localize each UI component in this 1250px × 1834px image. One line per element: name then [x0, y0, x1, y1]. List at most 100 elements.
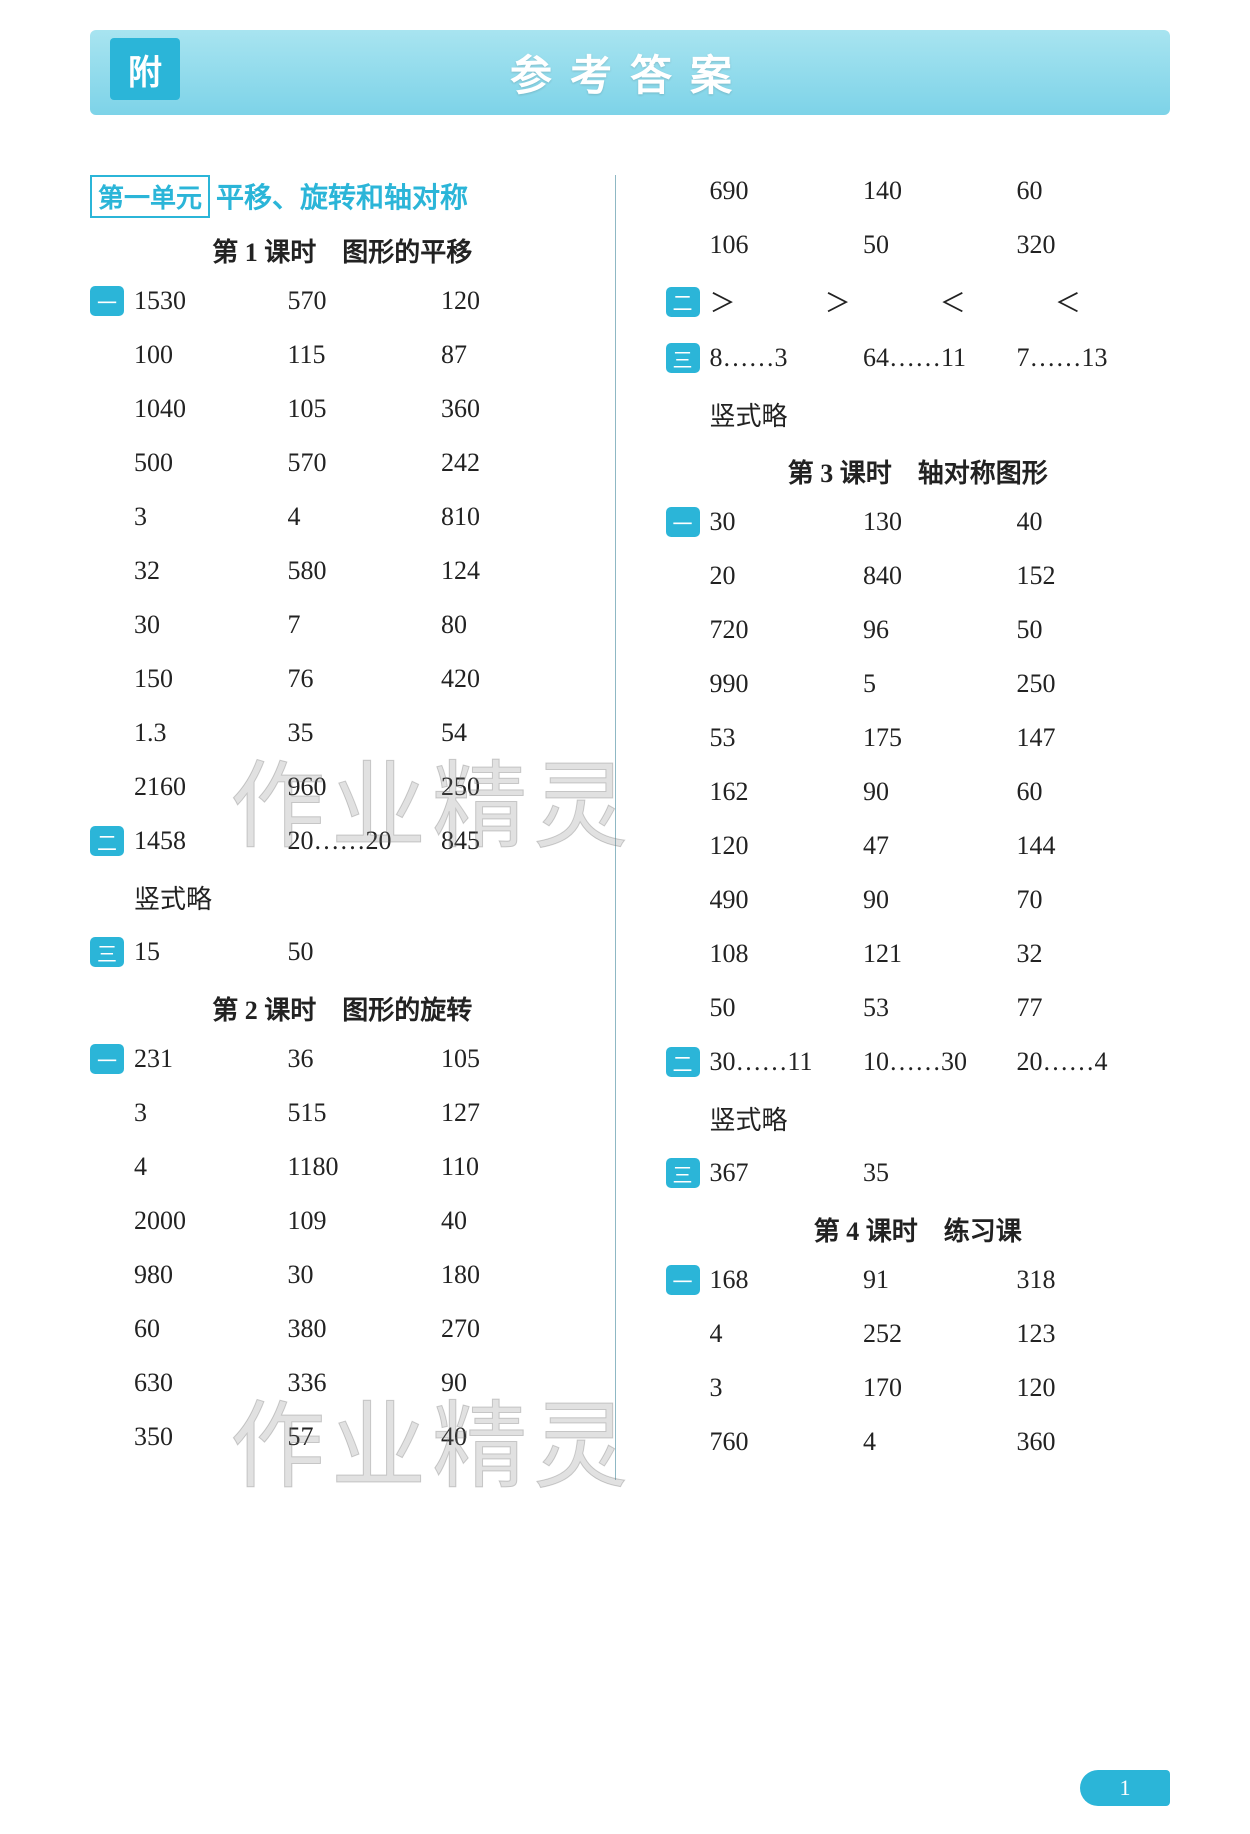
- cell: 53: [710, 723, 864, 753]
- cell: 105: [288, 394, 442, 424]
- table-row: 1.33554: [134, 717, 595, 749]
- badge-1: 一: [90, 286, 124, 316]
- cell: 96: [863, 615, 1017, 645]
- cell: 3: [134, 1098, 288, 1128]
- cell: 980: [134, 1260, 288, 1290]
- cell: 810: [441, 502, 595, 532]
- table-row: 1040105360: [134, 393, 595, 425]
- table-row: 一 1530 570 120: [90, 285, 595, 317]
- cell: 4: [710, 1319, 864, 1349]
- cell: 250: [1017, 669, 1171, 699]
- cell: 30: [134, 610, 288, 640]
- left-column: 第一单元平移、旋转和轴对称 第 1 课时 图形的平移 一 1530 570 12…: [90, 175, 616, 1480]
- cell: 130: [863, 507, 1017, 537]
- cell: 80: [441, 610, 595, 640]
- table-row: 20840152: [710, 560, 1171, 592]
- table-row: 三 15 50: [90, 936, 595, 968]
- table-row: 一 231 36 105: [90, 1043, 595, 1075]
- table-row: 二 1458 20……20 845: [90, 825, 595, 857]
- cell: 40: [441, 1422, 595, 1452]
- cell: 30: [710, 507, 864, 537]
- cell: 60: [1017, 176, 1171, 206]
- table-row: 3170120: [710, 1372, 1171, 1404]
- cell: 515: [288, 1098, 442, 1128]
- lesson4-title: 第 4 课时 练习课: [666, 1211, 1171, 1248]
- table-row: 63033690: [134, 1367, 595, 1399]
- cell: 170: [863, 1373, 1017, 1403]
- cell: 1040: [134, 394, 288, 424]
- page-number: 1: [1080, 1770, 1170, 1806]
- cell: 150: [134, 664, 288, 694]
- cell: 60: [134, 1314, 288, 1344]
- badge-3: 三: [666, 343, 700, 373]
- cell: 32: [1017, 939, 1171, 969]
- table-row: 一 30 130 40: [666, 506, 1171, 538]
- table-row: 3515127: [134, 1097, 595, 1129]
- cell: 990: [710, 669, 864, 699]
- cell: 350: [134, 1422, 288, 1452]
- cell: 120: [1017, 1373, 1171, 1403]
- cell: 15: [134, 937, 288, 967]
- cell: 144: [1017, 831, 1171, 861]
- cell: 50: [710, 993, 864, 1023]
- table-row: 一 168 91 318: [666, 1264, 1171, 1296]
- cell: 250: [441, 772, 595, 802]
- note-text: 竖式略: [710, 1100, 1171, 1137]
- cell: 360: [441, 394, 595, 424]
- cell: 120: [441, 286, 595, 316]
- cell: 87: [441, 340, 595, 370]
- cell: 4: [288, 502, 442, 532]
- table-row: 2160960250: [134, 771, 595, 803]
- table-row: 34810: [134, 501, 595, 533]
- cell: 3: [134, 502, 288, 532]
- cell: 20……4: [1017, 1047, 1171, 1077]
- cell: 845: [441, 826, 595, 856]
- badge-3: 三: [90, 937, 124, 967]
- cell: 47: [863, 831, 1017, 861]
- cell: 336: [288, 1368, 442, 1398]
- cell: 360: [1017, 1427, 1171, 1457]
- right-column: 6901406010650320 二 ＞ ＞ ＜ ＜ 三 8……3 64……11…: [666, 175, 1171, 1480]
- cell: 840: [863, 561, 1017, 591]
- cell: 8……3: [710, 343, 864, 373]
- cell: 252: [863, 1319, 1017, 1349]
- cell: 140: [863, 176, 1017, 206]
- cell: 106: [710, 230, 864, 260]
- badge-1: 一: [666, 507, 700, 537]
- badge-1: 一: [90, 1044, 124, 1074]
- cell: 500: [134, 448, 288, 478]
- table-row: 4909070: [710, 884, 1171, 916]
- table-row: 10011587: [134, 339, 595, 371]
- appendix-badge: 附: [110, 38, 180, 100]
- unit-rest: 平移、旋转和轴对称: [216, 183, 468, 214]
- cell: 20: [710, 561, 864, 591]
- badge-1: 一: [666, 1265, 700, 1295]
- table-row: 69014060: [710, 175, 1171, 207]
- cell: 50: [1017, 615, 1171, 645]
- cell: 1530: [134, 286, 288, 316]
- unit-title: 第一单元平移、旋转和轴对称: [90, 175, 595, 218]
- cell: 108: [710, 939, 864, 969]
- cell: 2000: [134, 1206, 288, 1236]
- cell: 10……30: [863, 1047, 1017, 1077]
- table-row: 41180110: [134, 1151, 595, 1183]
- cell: 231: [134, 1044, 288, 1074]
- cell: 30……11: [710, 1047, 864, 1077]
- table-row: 1629060: [710, 776, 1171, 808]
- cell: 110: [441, 1152, 595, 1182]
- unit-box: 第一单元: [90, 175, 210, 218]
- cell: 760: [710, 1427, 864, 1457]
- cell: 90: [441, 1368, 595, 1398]
- cell: 105: [441, 1044, 595, 1074]
- cell: 1180: [288, 1152, 442, 1182]
- content-area: 第一单元平移、旋转和轴对称 第 1 课时 图形的平移 一 1530 570 12…: [90, 175, 1170, 1480]
- cell: 90: [863, 777, 1017, 807]
- note-text: 竖式略: [710, 396, 1171, 433]
- cell: 960: [288, 772, 442, 802]
- cell: 35: [863, 1158, 1017, 1188]
- table-row: 200010940: [134, 1205, 595, 1237]
- cell: 76: [288, 664, 442, 694]
- cell: 720: [710, 615, 864, 645]
- badge-2: 二: [666, 287, 700, 317]
- cell: 60: [1017, 777, 1171, 807]
